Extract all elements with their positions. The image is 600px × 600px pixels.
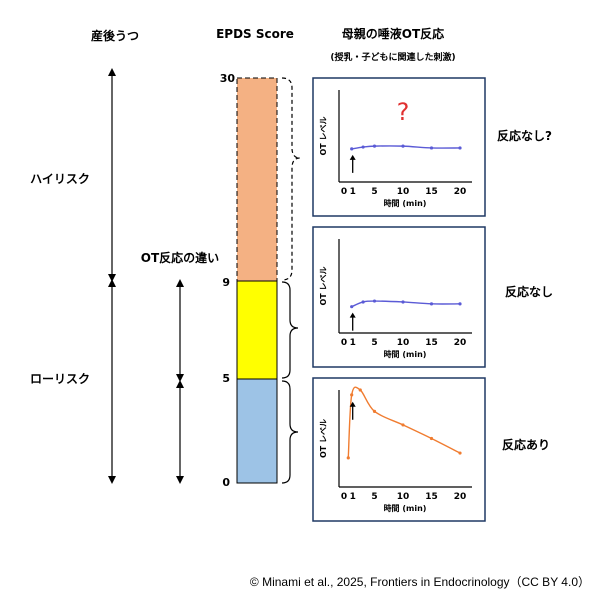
- x-tick-label: 20: [454, 492, 467, 502]
- ot-data-point: [372, 144, 377, 148]
- x-tick-label: 0: [341, 338, 347, 348]
- ot-data-point: [429, 146, 434, 150]
- brace-middle: [281, 281, 299, 379]
- ot-response-subheader: (授乳・子どもに関連した刺激): [330, 53, 456, 63]
- epds-segment-low: [236, 378, 278, 484]
- panel-frame-1: [312, 77, 486, 217]
- x-tick-label: 10: [397, 492, 410, 502]
- result-label-2: 反応なし: [505, 285, 554, 299]
- ot-data-point: [372, 409, 377, 413]
- ot-data-point: [361, 300, 365, 304]
- result-label-3: 反応あり: [502, 438, 551, 452]
- x-tick-label: 5: [371, 187, 377, 197]
- x-tick-label: 1: [350, 338, 356, 348]
- brace-low: [281, 380, 299, 484]
- x-axis-label: 時間 (min): [384, 503, 427, 513]
- epds-tick-30: 30: [219, 72, 235, 85]
- ot-data-point: [361, 145, 365, 149]
- ot-data-point: [458, 451, 462, 455]
- ot-data-point: [458, 146, 462, 150]
- low-risk-label: ローリスク: [29, 372, 90, 386]
- copyright-notice: © Minami et al., 2025, Frontiers in Endo…: [249, 575, 590, 589]
- ot-data-point: [346, 456, 350, 460]
- high-risk-label: ハイリスク: [30, 172, 90, 186]
- x-tick-label: 20: [454, 187, 467, 197]
- x-axis-label: 時間 (min): [384, 198, 427, 208]
- x-tick-label: 5: [371, 492, 377, 502]
- epds-tick-5: 5: [222, 372, 230, 385]
- ot-data-point: [372, 299, 377, 303]
- y-axis-label: OT レベル: [319, 419, 328, 458]
- panel-frame-2: [312, 226, 486, 368]
- epds-segment-middle: [236, 280, 278, 380]
- ot-response-header: 母親の唾液OT反応: [341, 27, 445, 41]
- ot-data-point: [458, 302, 462, 306]
- ot-data-point: [401, 423, 405, 427]
- x-tick-label: 15: [425, 492, 438, 502]
- x-tick-label: 1: [350, 187, 356, 197]
- postpartum-depression-header: 産後うつ: [90, 29, 139, 43]
- ot-data-point: [350, 147, 354, 151]
- y-axis-label: OT レベル: [319, 116, 328, 155]
- panel-frame-3: [312, 377, 486, 522]
- x-tick-label: 1: [350, 492, 356, 502]
- stimulus-arrowhead: [349, 154, 356, 160]
- x-tick-label: 0: [341, 492, 347, 502]
- ot-data-point: [429, 302, 434, 306]
- ot-data-point: [350, 393, 354, 397]
- x-tick-label: 15: [425, 187, 438, 197]
- epds-score-header: EPDS Score: [216, 27, 294, 41]
- x-tick-label: 20: [454, 338, 467, 348]
- ot-data-point: [401, 144, 405, 148]
- stimulus-arrowhead: [349, 312, 356, 318]
- x-tick-label: 10: [397, 187, 410, 197]
- question-mark: ?: [397, 98, 410, 126]
- ot-data-point: [350, 305, 354, 309]
- x-tick-label: 10: [397, 338, 410, 348]
- ot-data-point: [429, 436, 434, 441]
- x-tick-label: 0: [341, 187, 347, 197]
- ot-difference-label: OT反応の違い: [140, 251, 220, 265]
- x-tick-label: 15: [425, 338, 438, 348]
- ot-data-point: [401, 300, 405, 304]
- x-tick-label: 5: [371, 338, 377, 348]
- epds-tick-9: 9: [222, 276, 230, 289]
- x-axis-label: 時間 (min): [384, 349, 427, 359]
- epds-segment-high: [236, 77, 278, 282]
- brace-high: [281, 77, 301, 281]
- ot-data-point: [358, 388, 362, 392]
- y-axis-label: OT レベル: [319, 266, 328, 305]
- result-label-1: 反応なし?: [497, 129, 552, 143]
- stimulus-arrowhead: [349, 401, 356, 407]
- epds-tick-0: 0: [222, 476, 230, 489]
